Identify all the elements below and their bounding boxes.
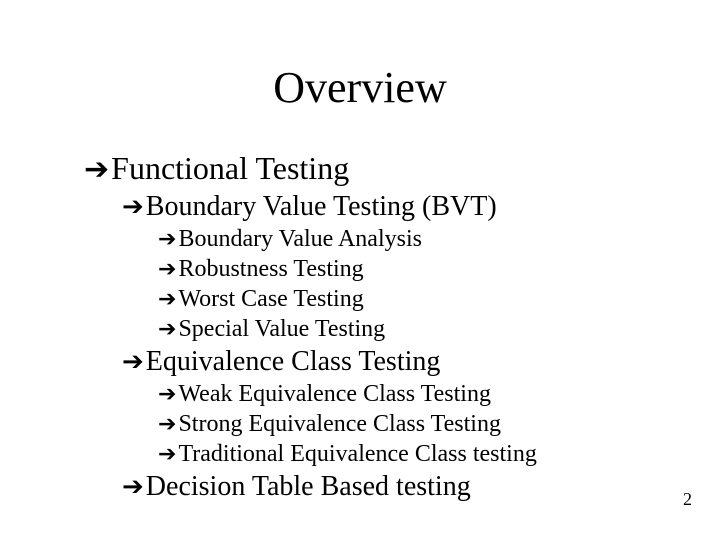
arrow-icon: ➔ [158,255,176,283]
arrow-icon: ➔ [122,345,144,378]
outline-item-equivalence-class: ➔ Equivalence Class Testing [122,344,680,379]
outline-label: Boundary Value Analysis [178,224,422,254]
arrow-icon: ➔ [158,440,176,468]
arrow-icon: ➔ [158,410,176,438]
arrow-icon: ➔ [158,285,176,313]
arrow-icon: ➔ [122,470,144,503]
outline-label: Traditional Equivalence Class testing [178,439,536,469]
outline-item-bvt: ➔ Boundary Value Testing (BVT) [122,189,680,224]
outline-label: Equivalence Class Testing [146,344,441,379]
outline: ➔ Functional Testing ➔ Boundary Value Te… [84,148,680,504]
outline-item-traditional-ect: ➔ Traditional Equivalence Class testing [158,439,680,469]
outline-item-robustness: ➔ Robustness Testing [158,254,680,284]
outline-item-strong-ect: ➔ Strong Equivalence Class Testing [158,409,680,439]
page-number: 2 [683,489,692,510]
arrow-icon: ➔ [84,151,109,189]
arrow-icon: ➔ [158,315,176,343]
outline-item-functional-testing: ➔ Functional Testing [84,148,680,189]
outline-item-worst-case: ➔ Worst Case Testing [158,284,680,314]
outline-item-decision-table: ➔ Decision Table Based testing [122,469,680,504]
outline-label: Special Value Testing [178,314,385,344]
outline-item-weak-ect: ➔ Weak Equivalence Class Testing [158,379,680,409]
outline-label: Strong Equivalence Class Testing [178,409,501,439]
outline-item-special-value: ➔ Special Value Testing [158,314,680,344]
outline-label: Weak Equivalence Class Testing [178,379,491,409]
outline-label: Decision Table Based testing [146,469,471,504]
outline-item-bva: ➔ Boundary Value Analysis [158,224,680,254]
arrow-icon: ➔ [158,380,176,408]
outline-label: Worst Case Testing [178,284,363,314]
arrow-icon: ➔ [122,190,144,223]
arrow-icon: ➔ [158,225,176,253]
outline-label: Robustness Testing [178,254,363,284]
slide: Overview ➔ Functional Testing ➔ Boundary… [0,0,720,540]
outline-label: Boundary Value Testing (BVT) [146,189,497,224]
outline-label: Functional Testing [111,148,349,188]
slide-title: Overview [0,62,720,113]
